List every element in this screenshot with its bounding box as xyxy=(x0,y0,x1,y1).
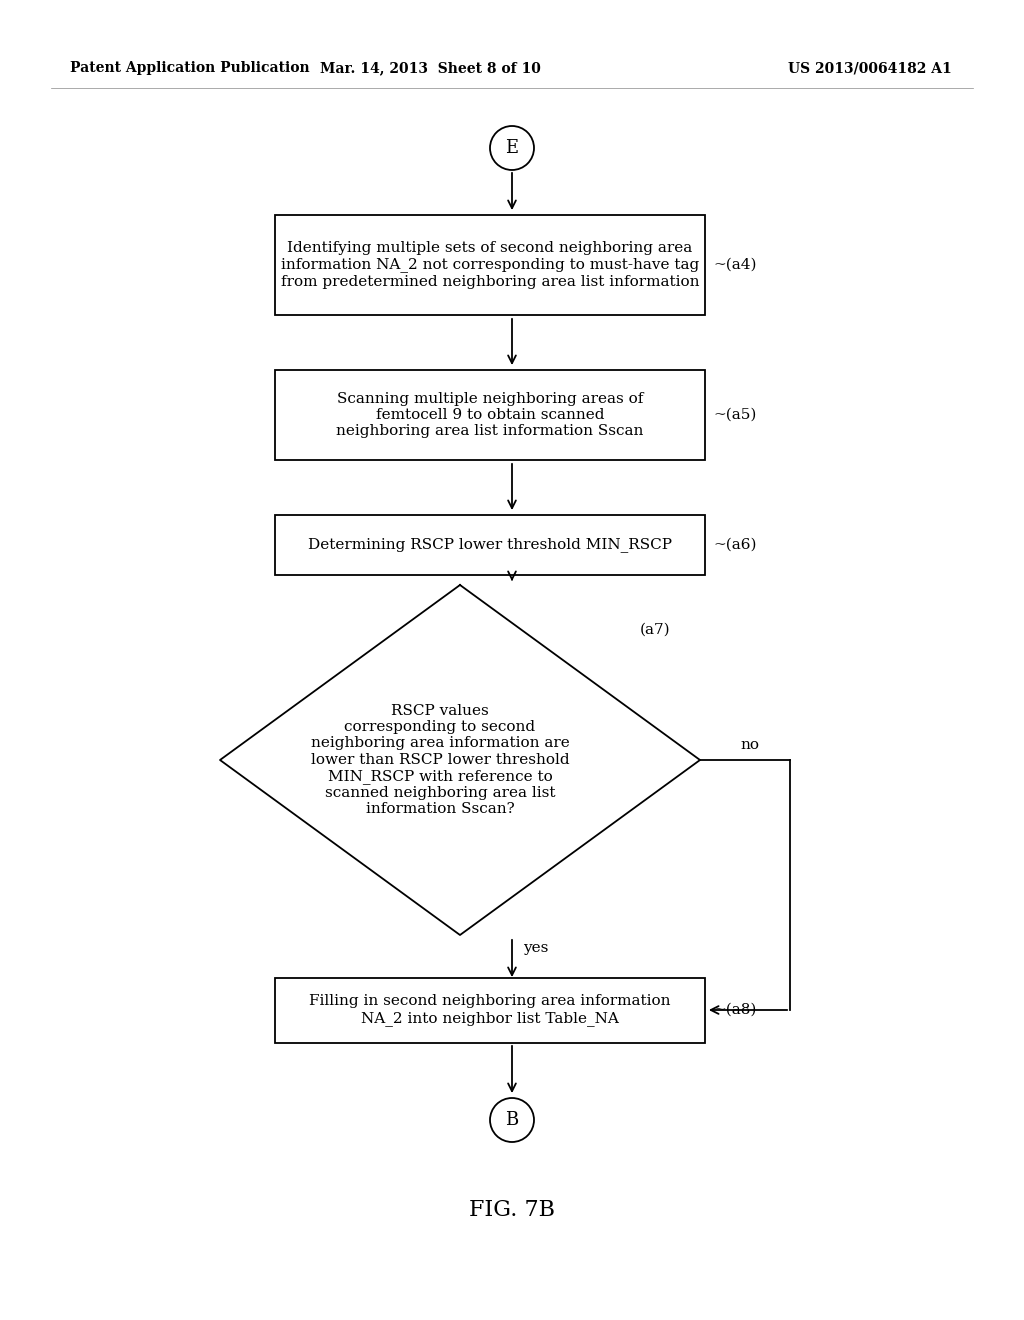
Text: ~(a6): ~(a6) xyxy=(713,539,757,552)
Text: ~(a4): ~(a4) xyxy=(713,257,757,272)
Text: US 2013/0064182 A1: US 2013/0064182 A1 xyxy=(788,61,952,75)
Text: E: E xyxy=(506,139,518,157)
Text: no: no xyxy=(740,738,760,752)
Bar xyxy=(275,515,705,576)
Text: Scanning multiple neighboring areas of
femtocell 9 to obtain scanned
neighboring: Scanning multiple neighboring areas of f… xyxy=(336,392,644,438)
Text: FIG. 7B: FIG. 7B xyxy=(469,1199,555,1221)
Text: ~(a8): ~(a8) xyxy=(713,1003,757,1016)
Text: Filling in second neighboring area information
NA_2 into neighbor list Table_NA: Filling in second neighboring area infor… xyxy=(309,994,671,1026)
Text: Patent Application Publication: Patent Application Publication xyxy=(70,61,309,75)
Text: Identifying multiple sets of second neighboring area
information NA_2 not corres: Identifying multiple sets of second neig… xyxy=(281,242,699,289)
Text: Mar. 14, 2013  Sheet 8 of 10: Mar. 14, 2013 Sheet 8 of 10 xyxy=(319,61,541,75)
Text: yes: yes xyxy=(523,941,549,954)
Bar xyxy=(275,215,705,315)
Text: ~(a5): ~(a5) xyxy=(713,408,757,422)
Bar xyxy=(275,370,705,459)
Text: (a7): (a7) xyxy=(640,623,671,638)
Text: Determining RSCP lower threshold MIN_RSCP: Determining RSCP lower threshold MIN_RSC… xyxy=(308,537,672,553)
Text: B: B xyxy=(506,1111,518,1129)
Text: RSCP values
corresponding to second
neighboring area information are
lower than : RSCP values corresponding to second neig… xyxy=(310,704,569,816)
Polygon shape xyxy=(220,585,700,935)
Bar xyxy=(275,978,705,1043)
